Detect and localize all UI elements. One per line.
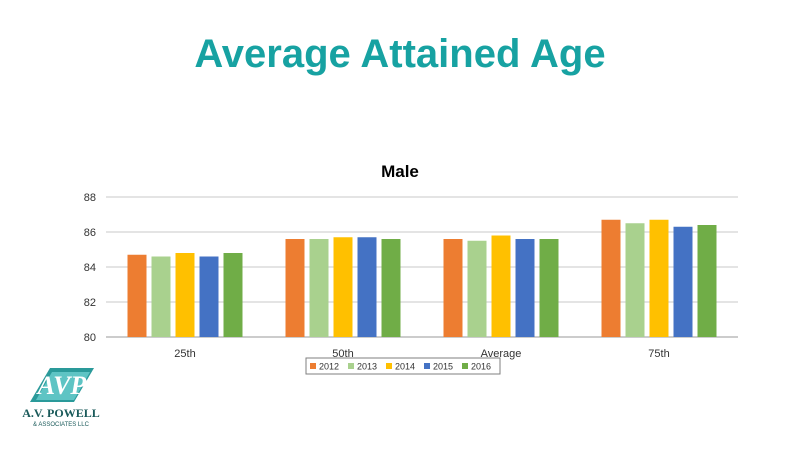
legend-swatch	[348, 363, 354, 369]
bar	[357, 237, 377, 337]
x-tick-label: 50th	[332, 348, 353, 360]
bar	[625, 223, 645, 337]
chart-title: Male	[381, 162, 419, 181]
bar	[443, 239, 463, 337]
bar	[175, 253, 195, 337]
x-tick-label: 75th	[648, 348, 669, 360]
legend-label: 2013	[357, 362, 377, 372]
bar	[539, 239, 559, 337]
y-tick-label: 84	[84, 262, 96, 274]
logo-name: A.V. POWELL	[22, 406, 99, 420]
y-tick-label: 88	[84, 192, 96, 204]
legend-label: 2014	[395, 362, 415, 372]
legend-label: 2016	[471, 362, 491, 372]
slide-title: Average Attained Age	[194, 32, 606, 76]
x-tick-label: Average	[481, 348, 522, 360]
bar	[467, 240, 487, 337]
bar	[515, 239, 535, 337]
logo-subname: & ASSOCIATES LLC	[33, 422, 90, 428]
bar	[151, 256, 171, 337]
bar	[199, 256, 219, 337]
legend-swatch	[310, 363, 316, 369]
y-tick-label: 82	[84, 297, 96, 309]
axis-labels: 80 82 84 86 88 25th 50th Average 75th	[84, 192, 670, 360]
bar	[285, 239, 305, 337]
bar	[381, 239, 401, 337]
bar	[333, 237, 353, 337]
y-tick-label: 86	[84, 227, 96, 239]
bar	[673, 226, 693, 337]
legend-box	[305, 357, 501, 375]
avp-logo-icon: AVP A.V. POWELL & ASSOCIATES LLC	[22, 368, 100, 428]
x-tick-label: 25th	[174, 348, 195, 360]
logo-mark: AVP	[36, 371, 88, 400]
bar	[491, 235, 511, 337]
bar	[309, 239, 329, 337]
legend-label: 2012	[319, 362, 339, 372]
legend-swatch	[424, 363, 430, 369]
bars	[127, 219, 717, 337]
legend-swatch	[462, 363, 468, 369]
y-tick-label: 80	[84, 332, 96, 344]
legend: 2012 2013 2014 2015 2016	[305, 357, 501, 375]
bar	[649, 219, 669, 337]
bar	[601, 219, 621, 337]
bar	[697, 225, 717, 337]
legend-label: 2015	[433, 362, 453, 372]
bar	[127, 254, 147, 337]
legend-swatch	[386, 363, 392, 369]
bar	[223, 253, 243, 337]
